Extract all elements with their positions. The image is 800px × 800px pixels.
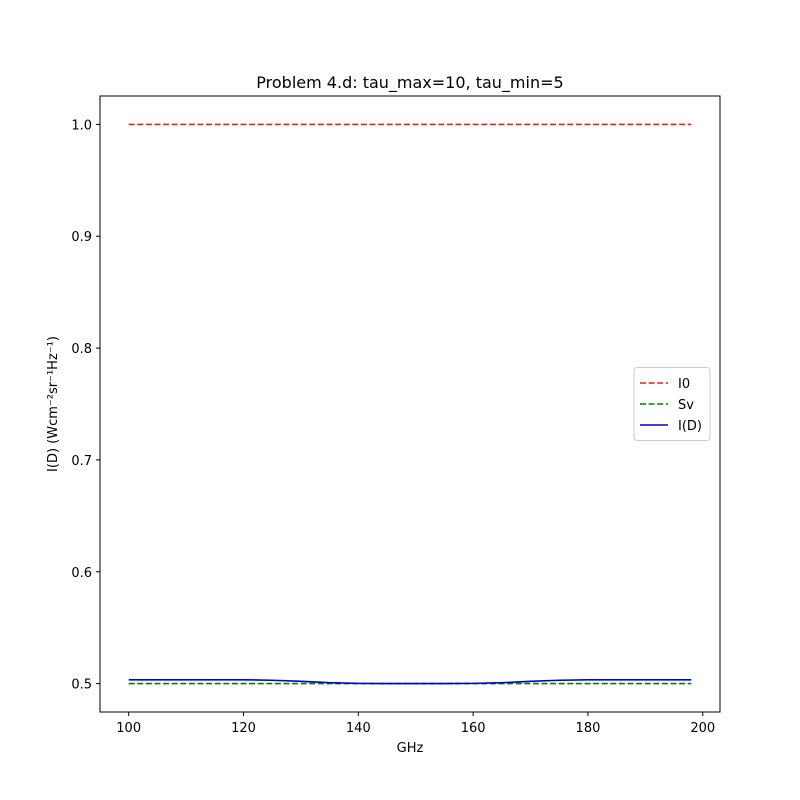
y-tick-label: 0.5 <box>71 678 92 693</box>
x-tick-label: 180 <box>576 721 601 736</box>
legend-item: I0 <box>640 377 690 392</box>
legend-label: I0 <box>678 377 690 392</box>
legend-item: I(D) <box>640 419 702 434</box>
y-tick-label: 1.0 <box>71 118 92 133</box>
series-layer <box>128 123 692 685</box>
y-tick-label: 0.7 <box>71 454 92 469</box>
x-tick-label: 200 <box>690 721 715 736</box>
x-tick-label: 100 <box>116 721 141 736</box>
y-axis-ticks: 0.5 0.6 0.7 0.8 0.9 1.0 <box>71 118 100 693</box>
x-tick: 100 <box>116 712 141 736</box>
x-tick: 120 <box>231 712 256 736</box>
x-tick-label: 160 <box>461 721 486 736</box>
legend: I0 Sv I(D) <box>633 367 711 441</box>
x-tick: 200 <box>690 712 715 736</box>
y-tick: 0.7 <box>71 454 100 469</box>
y-tick: 0.5 <box>71 678 100 693</box>
legend-item: Sv <box>640 398 694 413</box>
plot-frame <box>99 95 721 713</box>
x-tick: 160 <box>461 712 486 736</box>
y-tick-label: 0.8 <box>71 342 92 357</box>
y-tick: 0.8 <box>71 342 100 357</box>
x-axis-label: GHz <box>397 741 424 756</box>
y-tick-label: 0.6 <box>71 566 92 581</box>
x-axis-ticks: 100 120 140 160 180 200 <box>116 712 715 736</box>
legend-label: I(D) <box>678 419 702 434</box>
series-line-i-d <box>128 678 692 685</box>
x-tick: 140 <box>346 712 371 736</box>
y-axis-label: I(D) (Wcm⁻²sr⁻¹Hz⁻¹) <box>46 336 61 472</box>
legend-box <box>633 367 711 441</box>
y-tick: 0.6 <box>71 566 100 581</box>
y-tick-label: 0.9 <box>71 230 92 245</box>
y-tick: 1.0 <box>71 118 100 133</box>
legend-label: Sv <box>678 398 694 413</box>
x-tick-label: 120 <box>231 721 256 736</box>
x-tick-label: 140 <box>346 721 371 736</box>
x-tick: 180 <box>576 712 601 736</box>
y-tick: 0.9 <box>71 230 100 245</box>
chart-title: Problem 4.d: tau_max=10, tau_min=5 <box>256 73 563 93</box>
